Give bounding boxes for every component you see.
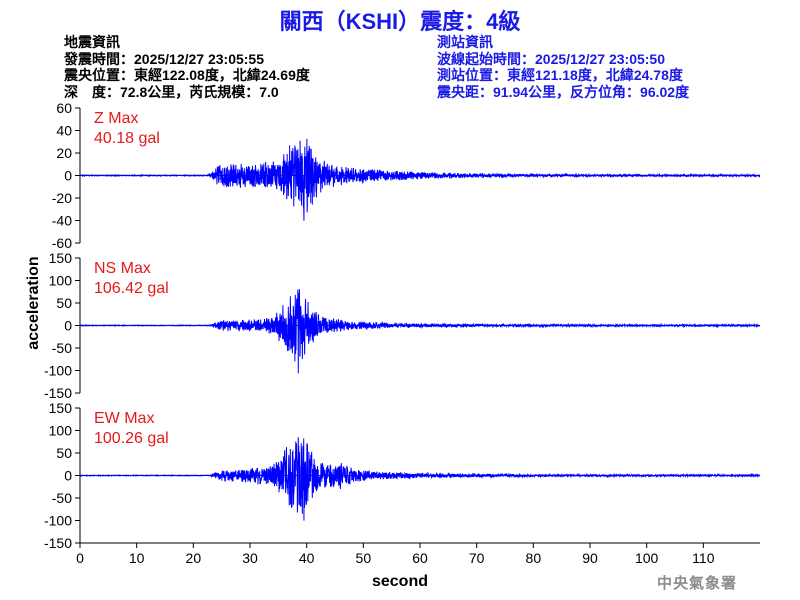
y-tick-label: 50 <box>56 295 72 311</box>
epicenter-location: 震央位置：東經122.08度，北緯24.69度 <box>64 67 310 83</box>
y-tick-label: -100 <box>44 513 72 529</box>
max-value-z: 40.18 gal <box>94 130 160 147</box>
x-axis-title: second <box>372 573 428 590</box>
y-axis-title: acceleration <box>25 256 42 349</box>
y-tick-label: -100 <box>44 363 72 379</box>
y-tick-label: 0 <box>64 318 72 334</box>
waveform-trace-ns <box>79 289 761 374</box>
max-label-z: Z Max <box>94 110 138 127</box>
quake-info-heading: 地震資訊 <box>64 34 120 50</box>
y-tick-label: 150 <box>49 400 73 416</box>
y-tick-label: 100 <box>49 423 73 439</box>
y-tick-label: -50 <box>52 490 72 506</box>
waveform-trace-ew <box>79 437 761 521</box>
epicentral-distance: 震央距：91.94公里，反方位角：96.02度 <box>437 83 690 100</box>
x-tick-label: 30 <box>242 550 258 566</box>
y-tick-label: 150 <box>49 250 73 266</box>
y-tick-label: -150 <box>44 535 72 551</box>
y-tick-label: -150 <box>44 385 72 401</box>
max-label-ns: NS Max <box>94 260 151 277</box>
y-tick-label: -60 <box>52 235 72 251</box>
y-tick-label: 50 <box>56 445 72 461</box>
y-tick-label: 40 <box>56 123 72 139</box>
origin-time: 發震時間：2025/12/27 23:05:55 <box>64 50 264 67</box>
x-tick-label: 10 <box>129 550 145 566</box>
quake-info-block: 地震資訊 發震時間：2025/12/27 23:05:55 震央位置：東經122… <box>64 34 310 100</box>
max-value-ew: 100.26 gal <box>94 430 169 447</box>
agency-credit: 中央氣象署 <box>657 574 738 592</box>
chart-title: 關西（KSHI）震度：4級 <box>279 9 521 34</box>
x-tick-label: 40 <box>299 550 315 566</box>
y-tick-label: -20 <box>52 190 72 206</box>
station-info-block: 測站資訊 波線起始時間：2025/12/27 23:05:50 測站位置：東經1… <box>437 34 689 100</box>
y-tick-label: -40 <box>52 213 72 229</box>
y-tick-label: -50 <box>52 340 72 356</box>
depth-magnitude: 深 度：72.8公里，芮氏規模：7.0 <box>64 83 279 100</box>
x-tick-label: 70 <box>469 550 485 566</box>
max-label-ew: EW Max <box>94 410 154 427</box>
station-info-heading: 測站資訊 <box>437 34 493 50</box>
station-location: 測站位置：東經121.18度，北緯24.78度 <box>437 67 683 83</box>
waveform-trace-z <box>79 138 761 221</box>
x-tick-label: 90 <box>582 550 598 566</box>
x-tick-label: 80 <box>526 550 542 566</box>
x-tick-label: 0 <box>76 550 84 566</box>
y-tick-label: 100 <box>49 273 73 289</box>
y-tick-label: 0 <box>64 468 72 484</box>
max-value-ns: 106.42 gal <box>94 280 169 297</box>
y-tick-label: 20 <box>56 145 72 161</box>
wave-start-time: 波線起始時間：2025/12/27 23:05:50 <box>437 50 665 67</box>
y-tick-label: 0 <box>64 168 72 184</box>
x-tick-label: 60 <box>412 550 428 566</box>
x-tick-label: 50 <box>356 550 372 566</box>
x-tick-label: 100 <box>635 550 659 566</box>
x-tick-label: 20 <box>186 550 202 566</box>
y-tick-label: 60 <box>56 100 72 116</box>
x-tick-label: 110 <box>692 550 715 566</box>
